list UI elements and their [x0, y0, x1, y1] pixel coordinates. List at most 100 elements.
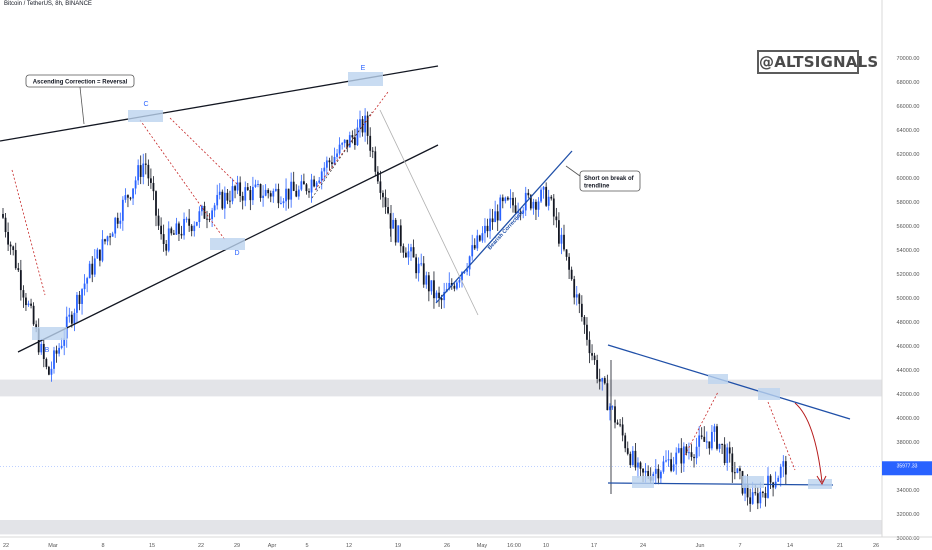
- candle-body: [484, 225, 486, 234]
- candle-body: [2, 214, 4, 218]
- candle-body: [22, 290, 25, 298]
- x-tick-label: 21: [837, 543, 843, 549]
- candle-body: [657, 468, 660, 479]
- guide-line: [379, 109, 479, 316]
- candle-body: [746, 483, 749, 498]
- last-price-tag: [882, 461, 932, 476]
- candle-body: [249, 190, 252, 201]
- candle-body: [438, 292, 440, 299]
- candle-body: [12, 246, 15, 251]
- candle-body: [721, 443, 723, 445]
- last-price-value: 35977.33: [897, 463, 918, 469]
- candle-body: [422, 263, 425, 285]
- candle-body: [328, 160, 331, 163]
- candle-body: [392, 219, 395, 229]
- candle-body: [739, 468, 741, 472]
- candle-body: [412, 247, 415, 258]
- candle-body: [394, 219, 397, 243]
- candle-body: [93, 258, 96, 275]
- candle-body: [767, 475, 769, 498]
- candle-body: [662, 461, 665, 472]
- candle-body: [229, 200, 231, 202]
- candle-body: [155, 191, 157, 216]
- candle-body: [769, 475, 772, 483]
- candle-body: [244, 187, 247, 201]
- candle-body: [91, 263, 94, 275]
- candle-body: [336, 153, 338, 157]
- candle-body: [7, 232, 9, 245]
- candle-body: [208, 218, 211, 220]
- candle-body: [27, 303, 30, 306]
- candle-body: [756, 493, 759, 504]
- candle-body: [81, 289, 83, 304]
- y-tick-label: 62000.00: [897, 152, 920, 158]
- candle-body: [96, 249, 99, 259]
- candle-body: [621, 424, 624, 436]
- candle-body: [246, 187, 249, 191]
- candle-body: [481, 233, 484, 241]
- candle-body: [167, 228, 170, 251]
- candle-body: [499, 197, 502, 221]
- candle-body: [501, 197, 504, 202]
- candle-body: [603, 378, 606, 384]
- x-tick-label: 29: [234, 543, 240, 549]
- pivot-point-label: B: [45, 347, 50, 354]
- candle-body: [287, 188, 290, 200]
- candle-body: [524, 192, 527, 211]
- candle-body: [711, 431, 713, 449]
- y-tick-label: 60000.00: [897, 176, 920, 182]
- candle-body: [305, 184, 308, 192]
- candle-body: [728, 447, 731, 454]
- candle-body: [660, 471, 662, 479]
- candle-body: [132, 188, 134, 199]
- candle-body: [777, 477, 780, 482]
- short-callout: [579, 170, 641, 192]
- candle-body: [188, 218, 191, 226]
- y-tick-label: 48000.00: [897, 320, 920, 326]
- candle-body: [221, 191, 224, 209]
- candle-body: [616, 422, 619, 425]
- candle-body: [708, 441, 711, 449]
- candle-body: [73, 312, 76, 324]
- candle-body: [9, 244, 12, 247]
- y-tick-label: 30000.00: [897, 536, 920, 542]
- candle-body: [48, 366, 50, 375]
- candle-body: [609, 406, 611, 411]
- candle-body: [578, 294, 581, 304]
- candle-body: [106, 236, 109, 242]
- candle-body: [331, 162, 333, 165]
- candle-body: [629, 453, 632, 465]
- projection-arrow: [794, 402, 823, 483]
- candle-body: [535, 201, 537, 210]
- candle-body: [547, 196, 550, 206]
- candle-body: [405, 252, 407, 258]
- candle-body: [127, 195, 129, 198]
- candle-body: [359, 119, 361, 128]
- candle-body: [399, 225, 402, 247]
- x-tick-label: Jun: [696, 543, 705, 549]
- candle-body: [346, 139, 349, 148]
- candle-body: [532, 201, 535, 209]
- candle-body: [471, 245, 474, 257]
- candle-body: [325, 160, 328, 168]
- pivot-highlight: [708, 374, 728, 384]
- x-tick-label: 8: [101, 543, 104, 549]
- candle-body: [40, 343, 43, 353]
- candle-body: [779, 466, 782, 478]
- candle-body: [116, 217, 119, 224]
- candle-body: [104, 239, 106, 242]
- candle-body: [568, 256, 570, 270]
- candle-body: [341, 143, 344, 145]
- candle-body: [688, 452, 690, 454]
- candle-body: [461, 272, 463, 281]
- candle-body: [550, 196, 553, 199]
- candle-body: [78, 294, 81, 304]
- candle-body: [427, 275, 430, 292]
- candle-body: [55, 350, 58, 354]
- candle-body: [303, 181, 305, 185]
- candle-body: [453, 285, 456, 289]
- candle-body: [698, 435, 701, 447]
- candle-body: [190, 225, 193, 232]
- candle-body: [369, 135, 372, 151]
